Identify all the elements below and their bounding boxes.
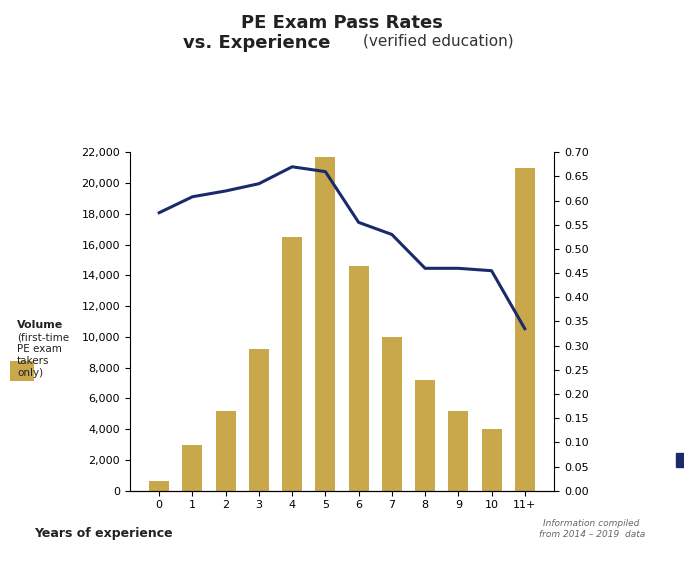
Bar [515, 168, 535, 491]
Text: vs. Experience: vs. Experience [183, 34, 330, 52]
Bar [149, 482, 169, 491]
Bar [249, 349, 269, 491]
Text: Volume: Volume [17, 320, 64, 330]
Text: Years of experience: Years of experience [34, 527, 173, 540]
Bar [215, 411, 236, 491]
Bar [282, 237, 302, 491]
Bar [482, 429, 501, 491]
Text: PE Exam Pass Rates: PE Exam Pass Rates [241, 14, 443, 32]
Bar [315, 157, 335, 491]
Bar [183, 444, 202, 491]
Text: (first-time
PE exam
takers
only): (first-time PE exam takers only) [17, 333, 69, 377]
Text: Information compiled
from 2014 – 2019  data: Information compiled from 2014 – 2019 da… [538, 519, 645, 539]
Legend: Pass
Rate: Pass Rate [674, 444, 684, 475]
FancyBboxPatch shape [10, 361, 34, 381]
Bar [415, 380, 435, 491]
Bar [382, 337, 402, 491]
Bar [349, 266, 369, 491]
Text: (verified education): (verified education) [363, 34, 513, 49]
Bar [448, 411, 469, 491]
